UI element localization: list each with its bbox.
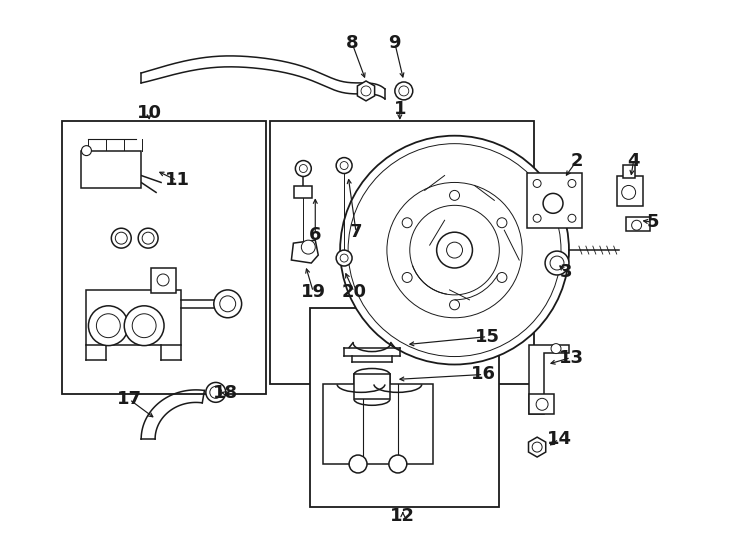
Bar — [62, 121, 266, 394]
Text: 7: 7 — [350, 223, 363, 241]
Circle shape — [410, 205, 499, 295]
Circle shape — [340, 161, 348, 170]
Polygon shape — [529, 345, 569, 414]
Circle shape — [402, 218, 412, 228]
Circle shape — [295, 160, 311, 177]
Text: 4: 4 — [628, 152, 640, 170]
Text: 3: 3 — [560, 263, 573, 281]
Circle shape — [361, 86, 371, 96]
Circle shape — [497, 273, 507, 282]
Text: 20: 20 — [341, 283, 366, 301]
Text: 10: 10 — [137, 104, 161, 122]
Bar — [271, 121, 534, 384]
Circle shape — [399, 86, 409, 96]
Circle shape — [449, 191, 459, 200]
Circle shape — [437, 232, 473, 268]
Text: 12: 12 — [390, 507, 415, 525]
Circle shape — [533, 214, 541, 222]
Text: 5: 5 — [646, 213, 659, 231]
Bar — [81, 151, 141, 188]
Text: 9: 9 — [388, 34, 401, 52]
Circle shape — [210, 387, 222, 399]
Circle shape — [138, 228, 158, 248]
Circle shape — [219, 296, 236, 312]
Bar — [529, 394, 554, 414]
Text: 15: 15 — [475, 328, 500, 346]
Circle shape — [568, 179, 576, 187]
Circle shape — [348, 144, 561, 356]
Text: 8: 8 — [346, 34, 358, 52]
Circle shape — [387, 183, 522, 318]
Text: 19: 19 — [301, 283, 326, 301]
Circle shape — [497, 218, 507, 228]
Text: 14: 14 — [547, 430, 572, 448]
Circle shape — [336, 158, 352, 173]
Circle shape — [157, 274, 169, 286]
Text: 17: 17 — [117, 390, 142, 408]
Circle shape — [340, 136, 569, 364]
Circle shape — [349, 455, 367, 473]
Bar — [151, 268, 176, 293]
Circle shape — [568, 214, 576, 222]
Circle shape — [395, 82, 413, 100]
Circle shape — [88, 306, 128, 346]
Circle shape — [214, 290, 241, 318]
Circle shape — [545, 251, 569, 275]
Circle shape — [632, 220, 642, 230]
Circle shape — [622, 185, 636, 199]
Bar — [625, 217, 650, 231]
Circle shape — [115, 232, 127, 244]
Circle shape — [302, 240, 316, 254]
Polygon shape — [528, 437, 546, 457]
Bar — [354, 374, 390, 400]
Text: 11: 11 — [164, 172, 189, 190]
Circle shape — [543, 193, 563, 213]
Circle shape — [336, 250, 352, 266]
Circle shape — [532, 442, 542, 452]
Circle shape — [550, 256, 564, 270]
Circle shape — [132, 314, 156, 338]
Bar — [622, 165, 635, 179]
Polygon shape — [291, 240, 319, 263]
Circle shape — [551, 343, 561, 354]
Circle shape — [536, 399, 548, 410]
Bar — [527, 173, 582, 228]
Text: 16: 16 — [471, 366, 496, 383]
Polygon shape — [357, 81, 374, 101]
Circle shape — [533, 179, 541, 187]
Bar — [310, 308, 499, 507]
Bar — [294, 186, 312, 198]
Bar — [617, 177, 642, 206]
Circle shape — [389, 455, 407, 473]
Text: 6: 6 — [309, 226, 321, 244]
Circle shape — [299, 165, 308, 172]
Circle shape — [112, 228, 131, 248]
Circle shape — [402, 273, 412, 282]
Circle shape — [449, 300, 459, 310]
Bar — [87, 290, 181, 345]
Text: 2: 2 — [570, 152, 584, 170]
Circle shape — [206, 382, 226, 402]
Circle shape — [142, 232, 154, 244]
Circle shape — [124, 306, 164, 346]
Circle shape — [340, 254, 348, 262]
Text: 18: 18 — [213, 384, 239, 402]
Bar — [323, 384, 432, 464]
Circle shape — [446, 242, 462, 258]
Text: 13: 13 — [559, 348, 584, 367]
Text: 1: 1 — [393, 100, 406, 118]
Circle shape — [96, 314, 120, 338]
Circle shape — [81, 146, 92, 156]
